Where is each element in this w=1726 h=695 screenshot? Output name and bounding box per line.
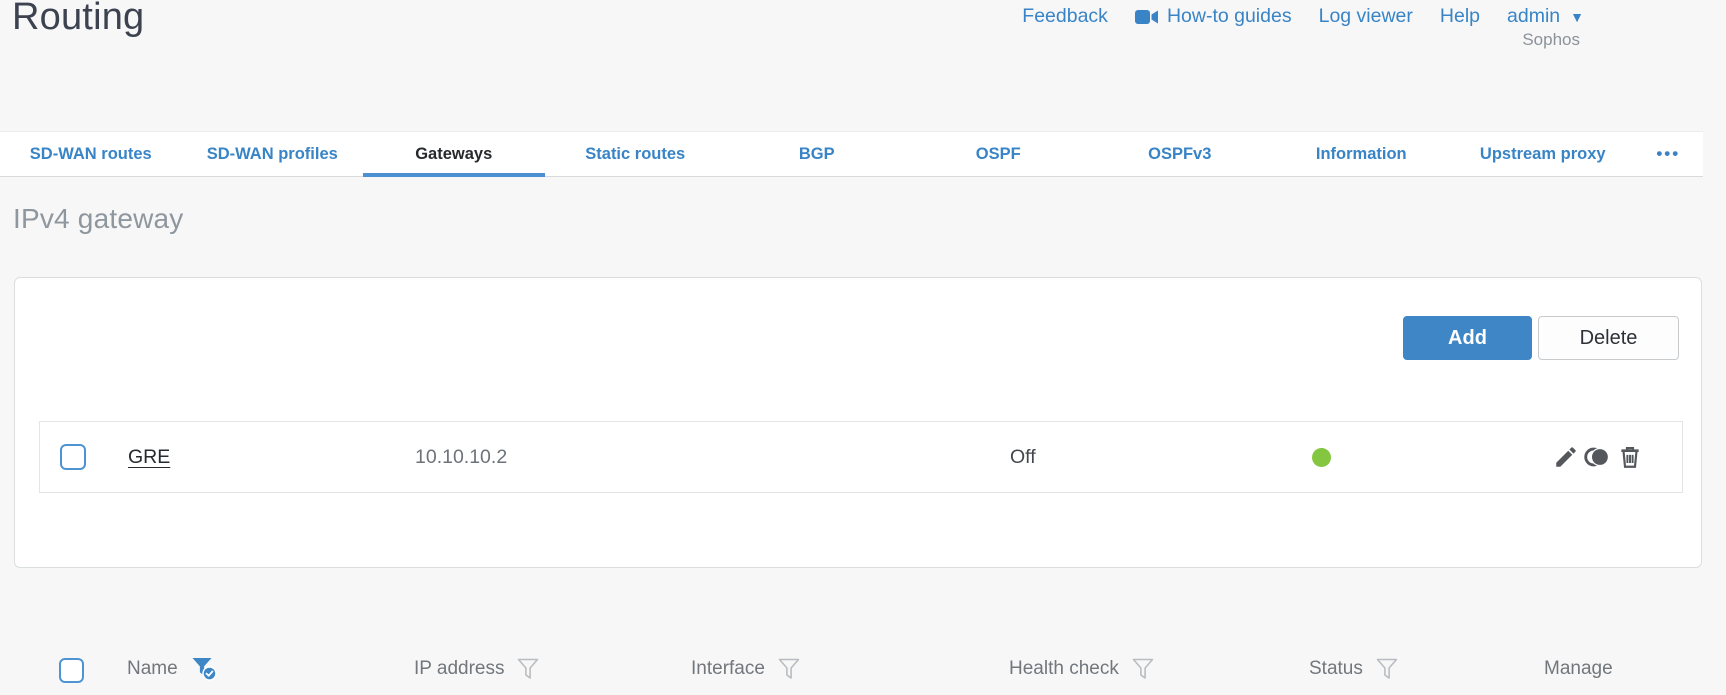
name-filter-active-icon[interactable] xyxy=(191,656,218,682)
status-filter-icon[interactable] xyxy=(1376,658,1398,680)
log-viewer-label: Log viewer xyxy=(1318,5,1413,27)
column-header-name: Name xyxy=(127,658,178,679)
health-check-filter-icon[interactable] xyxy=(1132,658,1154,680)
gateway-health-check: Off xyxy=(1010,445,1036,468)
delete-icon[interactable] xyxy=(1616,444,1643,471)
page-title: Routing xyxy=(12,0,145,38)
help-link[interactable]: Help xyxy=(1440,5,1480,28)
routing-page: Routing Feedback How-to guides Log viewe… xyxy=(0,0,1703,683)
more-tabs-button[interactable]: ••• xyxy=(1656,144,1681,163)
tab-upstream-proxy[interactable]: Upstream proxy xyxy=(1479,144,1606,163)
column-header-manage: Manage xyxy=(1544,658,1613,679)
tab-ospf[interactable]: OSPF xyxy=(975,144,1021,163)
user-label: admin xyxy=(1507,5,1561,27)
delete-button[interactable]: Delete xyxy=(1538,316,1679,360)
select-all-checkbox[interactable] xyxy=(59,657,84,683)
section-title: IPv4 gateway xyxy=(13,203,184,234)
interface-filter-icon[interactable] xyxy=(778,658,800,680)
howto-guides-link[interactable]: How-to guides xyxy=(1134,5,1292,28)
howto-guides-label: How-to guides xyxy=(1166,5,1292,27)
row-checkbox[interactable] xyxy=(60,444,86,470)
top-navigation: Feedback How-to guides Log viewer Help a… xyxy=(1022,5,1584,28)
tab-ospfv3[interactable]: OSPFv3 xyxy=(1148,144,1212,163)
tab-gateways[interactable]: Gateways xyxy=(363,132,545,177)
column-header-status: Status xyxy=(1309,658,1363,679)
column-header-interface: Interface xyxy=(691,658,765,679)
feedback-label: Feedback xyxy=(1022,5,1108,27)
column-header-ip-address: IP address xyxy=(414,658,505,679)
ip-filter-icon[interactable] xyxy=(517,658,539,680)
video-camera-icon xyxy=(1134,9,1159,25)
ipv4-gateway-card: Add Delete Name IP address xyxy=(14,277,1702,683)
gateway-table: GRE 10.10.10.2 Off xyxy=(39,421,1683,493)
table-header: Name IP address Interface xyxy=(15,655,1701,695)
tab-static-routes[interactable]: Static routes xyxy=(585,144,686,163)
gateway-name-link[interactable]: GRE xyxy=(128,445,171,468)
tab-sdwan-profiles[interactable]: SD-WAN profiles xyxy=(206,144,338,163)
user-menu[interactable]: admin ▼ xyxy=(1507,5,1584,28)
tab-bgp[interactable]: BGP xyxy=(798,144,835,163)
clone-icon[interactable] xyxy=(1584,444,1611,471)
column-header-health-check: Health check xyxy=(1009,658,1119,679)
log-viewer-link[interactable]: Log viewer xyxy=(1319,5,1413,28)
gateway-ip-address: 10.10.10.2 xyxy=(415,445,508,468)
status-up-indicator xyxy=(1312,447,1331,467)
routing-tabs: SD-WAN routes SD-WAN profiles Gateways S… xyxy=(0,131,1703,177)
tab-information[interactable]: Information xyxy=(1315,144,1407,163)
feedback-link[interactable]: Feedback xyxy=(1022,5,1108,28)
tab-sdwan-routes[interactable]: SD-WAN routes xyxy=(29,144,152,163)
edit-icon[interactable] xyxy=(1552,444,1579,471)
help-label: Help xyxy=(1439,5,1481,27)
brand-label: Sophos xyxy=(1522,30,1580,49)
add-button[interactable]: Add xyxy=(1403,316,1532,360)
caret-down-icon: ▼ xyxy=(1570,8,1584,25)
